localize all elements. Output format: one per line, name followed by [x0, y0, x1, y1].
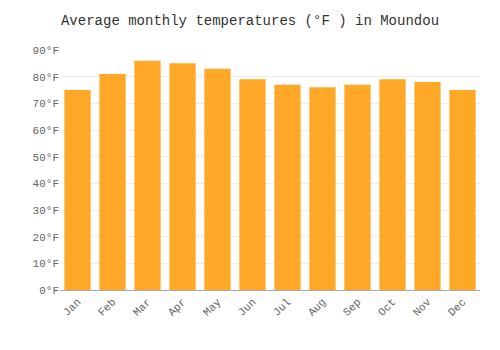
svg-text:Jan: Jan: [61, 296, 83, 318]
svg-text:10°F: 10°F: [33, 258, 59, 270]
svg-text:50°F: 50°F: [33, 152, 59, 164]
svg-text:90°F: 90°F: [33, 45, 59, 57]
svg-text:May: May: [201, 296, 224, 319]
svg-text:Mar: Mar: [131, 296, 153, 318]
svg-text:Jun: Jun: [236, 296, 258, 318]
svg-text:Feb: Feb: [96, 296, 118, 318]
svg-text:Average monthly temperatures (: Average monthly temperatures (°F ) in Mo…: [61, 13, 439, 29]
svg-text:40°F: 40°F: [33, 178, 59, 190]
svg-text:Apr: Apr: [166, 296, 188, 318]
svg-text:80°F: 80°F: [33, 72, 59, 84]
svg-text:30°F: 30°F: [33, 205, 59, 217]
svg-text:Dec: Dec: [446, 296, 468, 318]
svg-text:70°F: 70°F: [33, 98, 59, 110]
svg-text:Aug: Aug: [306, 296, 328, 318]
svg-text:Oct: Oct: [376, 296, 398, 318]
svg-text:Nov: Nov: [411, 296, 434, 319]
svg-text:20°F: 20°F: [33, 232, 59, 244]
svg-text:Sep: Sep: [341, 296, 363, 318]
svg-text:60°F: 60°F: [33, 125, 59, 137]
svg-text:0°F: 0°F: [39, 285, 59, 297]
svg-text:Jul: Jul: [271, 296, 293, 318]
